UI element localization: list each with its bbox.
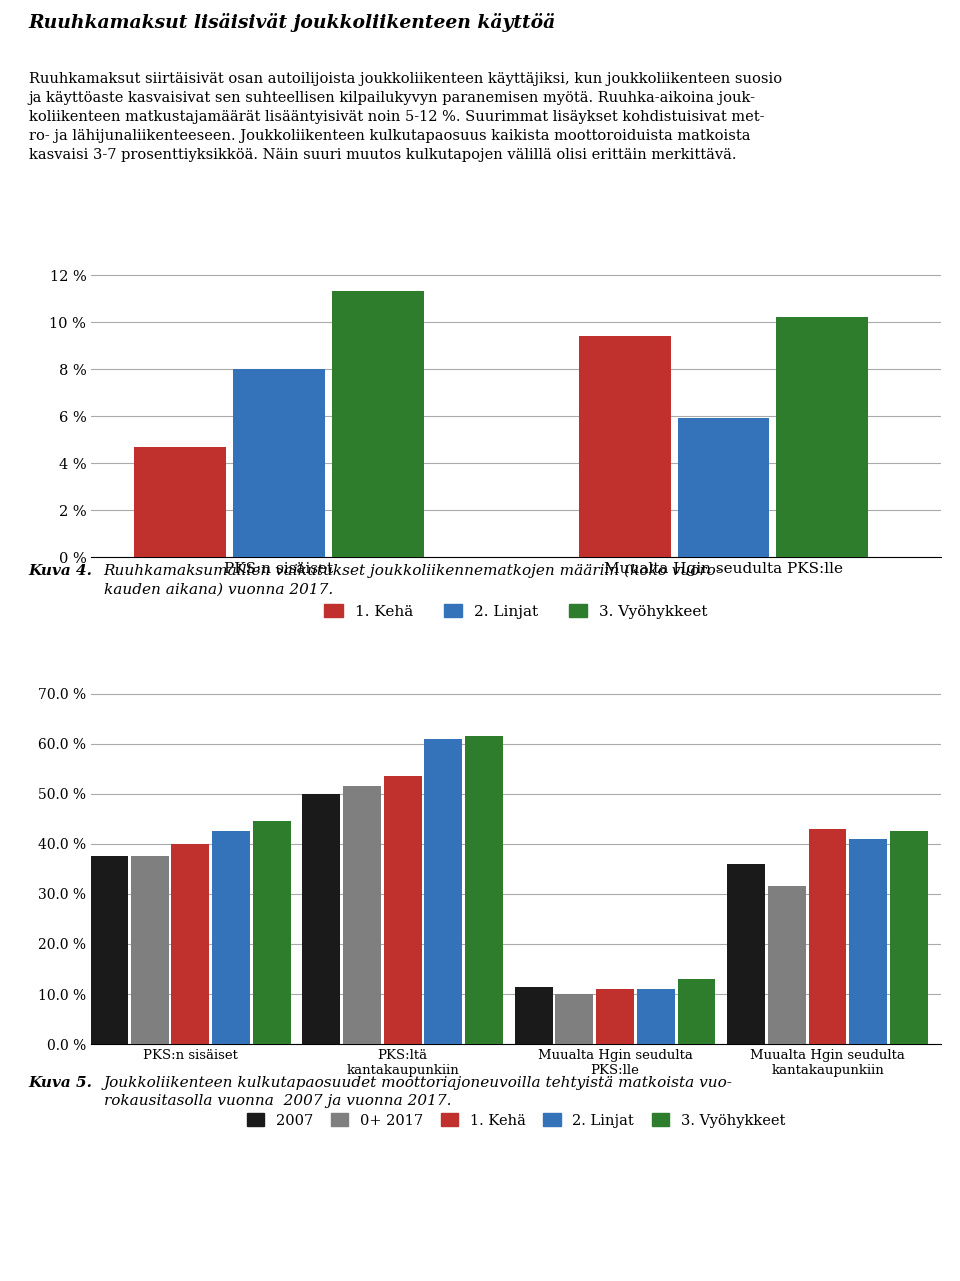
Bar — [131, 857, 169, 1044]
Bar — [808, 829, 847, 1044]
Text: Joukkoliikenteen kulkutapaosuudet moottoriajoneuvoilla tehtyistä matkoista vuo-
: Joukkoliikenteen kulkutapaosuudet mootto… — [104, 1076, 732, 1108]
Text: Ruuhkamaksut lisäisivät joukkoliikenteen käyttöä: Ruuhkamaksut lisäisivät joukkoliikenteen… — [29, 13, 556, 32]
Bar — [890, 831, 928, 1044]
Bar — [636, 989, 675, 1044]
Bar — [678, 979, 715, 1044]
Text: Kuva 5.: Kuva 5. — [29, 1076, 93, 1090]
Bar — [768, 886, 805, 1044]
Bar — [579, 336, 671, 557]
Legend: 2007, 0+ 2017, 1. Kehä, 2. Linjat, 3. Vyöhykkeet: 2007, 0+ 2017, 1. Kehä, 2. Linjat, 3. Vy… — [241, 1107, 791, 1134]
Bar — [727, 863, 765, 1044]
Bar — [515, 986, 553, 1044]
Bar — [384, 776, 421, 1044]
Bar — [850, 839, 887, 1044]
Bar — [302, 794, 340, 1044]
Bar — [212, 831, 250, 1044]
Bar — [343, 787, 381, 1044]
Bar — [172, 844, 209, 1044]
Bar — [233, 369, 324, 557]
Bar — [424, 739, 463, 1044]
Text: Ruuhkamaksumallien vaikutukset joukkoliikennematkojen määriin (koko vuoro-
kaude: Ruuhkamaksumallien vaikutukset joukkolii… — [104, 564, 722, 597]
Text: Kuva 4.: Kuva 4. — [29, 564, 93, 578]
Bar — [777, 318, 868, 557]
Bar — [90, 857, 128, 1044]
Bar — [252, 821, 291, 1044]
Bar — [466, 737, 503, 1044]
Bar — [332, 292, 423, 557]
Legend: 1. Kehä, 2. Linjat, 3. Vyöhykkeet: 1. Kehä, 2. Linjat, 3. Vyöhykkeet — [318, 597, 714, 625]
Bar — [134, 447, 226, 557]
Bar — [556, 994, 593, 1044]
Text: Ruuhkamaksut siirtäisivät osan autoilijoista joukkoliikenteen käyttäjiksi, kun j: Ruuhkamaksut siirtäisivät osan autoilijo… — [29, 72, 782, 161]
Bar — [678, 419, 769, 557]
Bar — [596, 989, 634, 1044]
